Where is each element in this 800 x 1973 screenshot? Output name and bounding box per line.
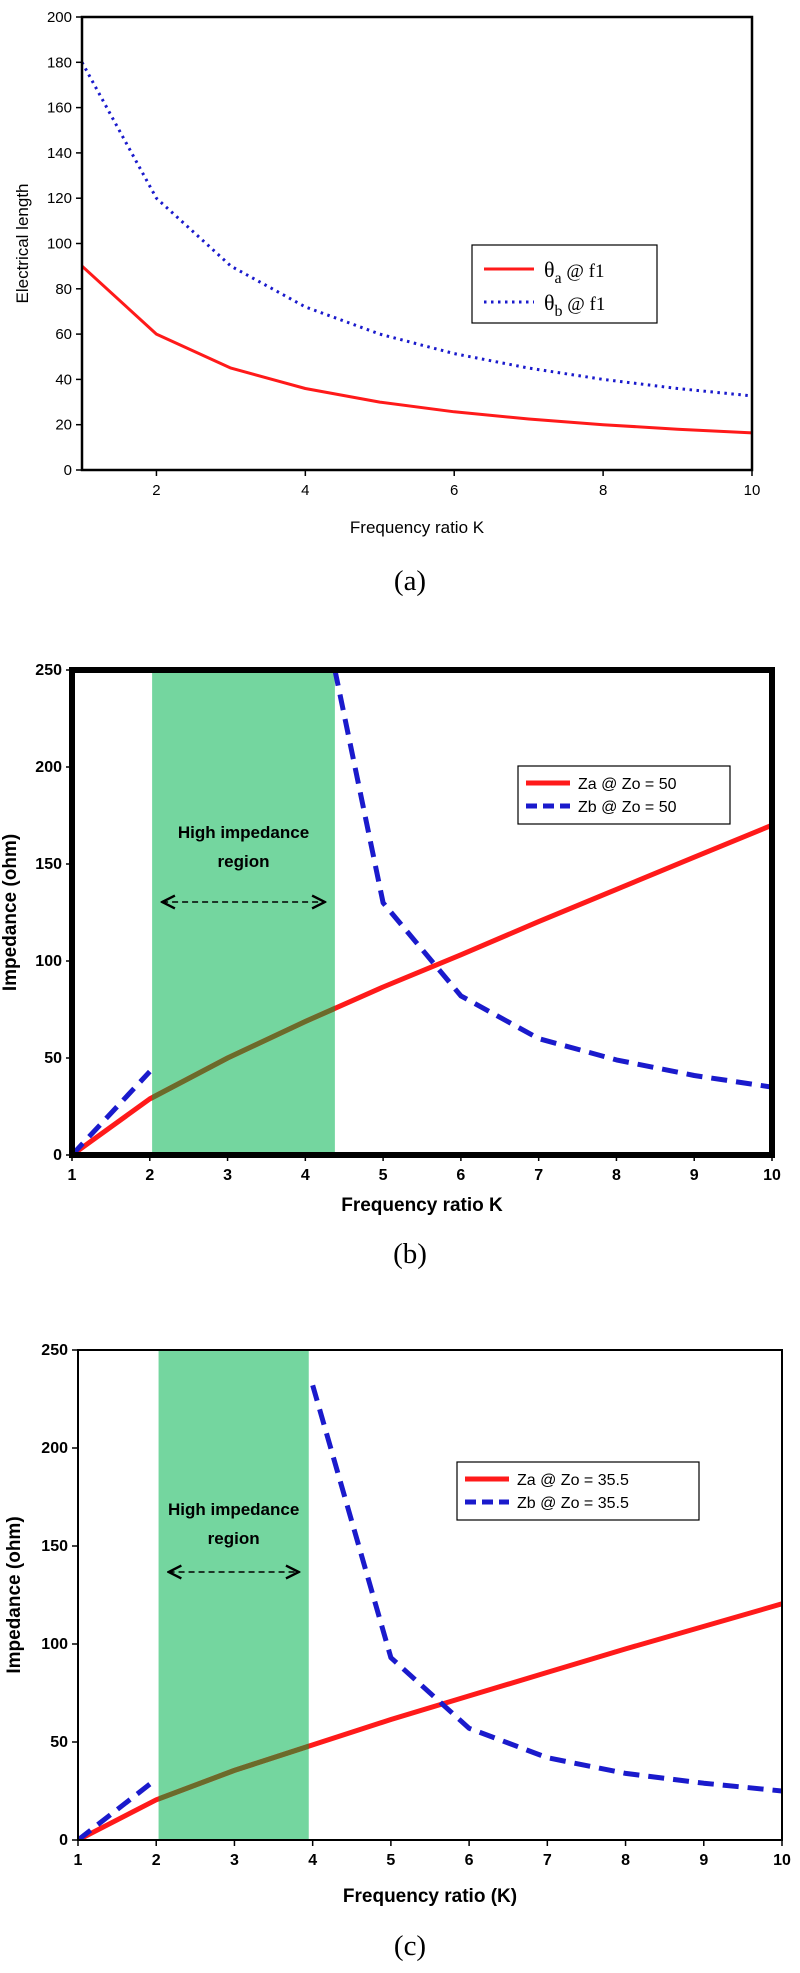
- legend-box: [517, 765, 731, 825]
- x-tick-label: 9: [699, 1852, 708, 1869]
- y-tick-label: 150: [35, 856, 62, 873]
- x-tick-label: 8: [621, 1852, 630, 1869]
- y-tick-label: 20: [55, 417, 72, 434]
- series-2-line: [82, 61, 752, 398]
- x-tick-label: 3: [223, 1167, 232, 1184]
- y-tick-label: 100: [41, 1636, 68, 1653]
- x-tick-label: 5: [386, 1852, 395, 1869]
- y-tick-label: 120: [47, 190, 72, 207]
- legend-label: Za @ Zo = 50: [578, 776, 677, 793]
- figure-caption: (a): [394, 565, 426, 597]
- y-tick-label: 0: [53, 1147, 62, 1164]
- y-axis-label: Impedance (ohm): [0, 834, 21, 991]
- legend-label-theta: θ: [544, 257, 555, 282]
- x-tick-label: 8: [612, 1167, 621, 1184]
- series-2-line-seg1: [78, 1777, 158, 1840]
- y-tick-label: 40: [55, 371, 72, 388]
- x-tick-label: 10: [763, 1167, 781, 1184]
- x-axis-label: Frequency ratio K: [341, 1195, 503, 1216]
- series-2-line-seg2: [310, 1384, 782, 1794]
- x-axis-label: Frequency ratio (K): [343, 1886, 517, 1907]
- x-tick-label: 7: [534, 1167, 543, 1184]
- x-tick-label: 2: [152, 1852, 161, 1869]
- x-tick-label: 1: [68, 1167, 77, 1184]
- region-label-line2: region: [208, 1529, 260, 1548]
- x-tick-label: 4: [301, 482, 309, 499]
- x-tick-label: 4: [301, 1167, 310, 1184]
- y-tick-label: 250: [35, 662, 62, 679]
- x-tick-label: 1: [74, 1852, 83, 1869]
- high-impedance-region: [152, 670, 335, 1155]
- y-axis-label: Impedance (ohm): [4, 1516, 25, 1673]
- x-tick-label: 6: [456, 1167, 465, 1184]
- series-2-line-seg2: [332, 670, 772, 1090]
- y-tick-label: 160: [47, 100, 72, 117]
- figure-caption: (c): [394, 1930, 426, 1962]
- region-label-line1: High impedance: [168, 1500, 299, 1519]
- x-tick-label: 2: [152, 482, 160, 499]
- y-tick-label: 100: [35, 953, 62, 970]
- x-tick-label: 10: [744, 482, 761, 499]
- legend-label: θb @ f1: [544, 290, 605, 320]
- legend-label: Za @ Zo = 35.5: [517, 1472, 629, 1489]
- x-tick-label: 7: [543, 1852, 552, 1869]
- plot-frame: [77, 1349, 783, 1841]
- y-tick-label: 250: [41, 1342, 68, 1359]
- high-impedance-region: [158, 1350, 309, 1840]
- legend-label: Zb @ Zo = 35.5: [517, 1495, 629, 1512]
- series-2-line-seg1: [72, 1069, 152, 1155]
- x-tick-label: 2: [145, 1167, 154, 1184]
- legend-label-rest: @ f1: [563, 294, 606, 315]
- y-tick-label: 100: [47, 236, 72, 253]
- legend-box: [471, 244, 658, 324]
- y-tick-label: 150: [41, 1538, 68, 1555]
- x-tick-label: 5: [379, 1167, 388, 1184]
- x-tick-label: 6: [450, 482, 458, 499]
- legend-label-rest: @ f1: [562, 261, 605, 282]
- legend-label-sub: b: [555, 303, 563, 320]
- y-tick-label: 140: [47, 145, 72, 162]
- plot-frame: [80, 15, 754, 472]
- x-axis-label: Frequency ratio K: [350, 518, 485, 537]
- y-tick-label: 60: [55, 326, 72, 343]
- series-1-in-region: [158, 1743, 309, 1802]
- y-tick-label: 200: [47, 9, 72, 26]
- region-label-line2: region: [218, 852, 270, 871]
- chart-2: High impedance region 0 50 100 150 200 250 1 2 3 4 5…: [0, 662, 781, 1270]
- x-tick-label: 10: [773, 1852, 791, 1869]
- legend: Za @ Zo = 50 Zb @ Zo = 50: [517, 765, 731, 825]
- y-tick-label: 80: [55, 281, 72, 298]
- legend-label: Zb @ Zo = 50: [578, 799, 677, 816]
- x-tick-label: 4: [308, 1852, 317, 1869]
- y-tick-label: 50: [50, 1734, 68, 1751]
- legend-label-theta: θ: [544, 290, 555, 315]
- x-tick-label: 6: [465, 1852, 474, 1869]
- x-tick-label: 3: [230, 1852, 239, 1869]
- y-tick-label: 180: [47, 54, 72, 71]
- legend-box: [456, 1461, 700, 1521]
- y-tick-label: 200: [41, 1440, 68, 1457]
- y-axis-label: Electrical length: [13, 183, 32, 303]
- figure-caption: (b): [393, 1238, 427, 1270]
- y-tick-label: 0: [64, 462, 72, 479]
- legend-label: θa @ f1: [544, 257, 604, 287]
- y-tick-label: 50: [44, 1050, 62, 1067]
- y-tick-label: 0: [59, 1832, 68, 1849]
- legend: Za @ Zo = 35.5 Zb @ Zo = 35.5: [456, 1461, 700, 1521]
- chart-1: 0 20 40 60 80 100 120 140 160 180 200 2 4 6 8 10 Frequen…: [13, 9, 760, 597]
- x-tick-label: 9: [690, 1167, 699, 1184]
- region-label-line1: High impedance: [178, 823, 309, 842]
- legend-label-sub: a: [555, 270, 562, 287]
- plot-frame: [69, 667, 775, 1158]
- y-tick-label: 200: [35, 759, 62, 776]
- series-1-line: [82, 264, 752, 435]
- series-1-in-region: [152, 1005, 335, 1101]
- chart-3: High impedance region 0 50 100 150 200 250 1 2 3 4 5…: [4, 1342, 791, 1962]
- x-tick-label: 8: [599, 482, 607, 499]
